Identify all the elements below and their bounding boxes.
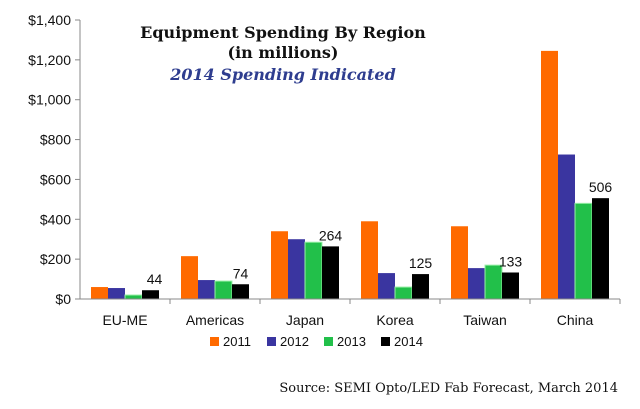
source-note: Source: SEMI Opto/LED Fab Forecast, Marc… — [279, 381, 618, 396]
y-tick-label: $400 — [40, 211, 71, 227]
bar-2012-japan — [288, 239, 305, 299]
data-label-2014-americas: 74 — [233, 265, 249, 281]
data-label-2014-korea: 125 — [409, 255, 433, 271]
y-tick-label: $1,200 — [28, 52, 71, 68]
bar-2012-korea — [378, 273, 395, 299]
bar-2011-taiwan — [451, 226, 468, 299]
bar-2011-korea — [361, 221, 378, 299]
y-tick-label: $600 — [40, 171, 71, 187]
category-label: Japan — [286, 312, 324, 328]
bar-2014-eu-me — [142, 290, 159, 299]
legend-swatch-2014 — [381, 337, 390, 346]
chart-title-line2: (in millions) — [228, 43, 339, 62]
bar-2013-korea — [394, 286, 413, 300]
chart-title: Equipment Spending By Region — [140, 23, 426, 42]
bar-2014-taiwan — [502, 272, 519, 299]
bar-2013-japan — [304, 241, 323, 300]
y-tick-label: $1,000 — [28, 92, 71, 108]
bar-2013-china — [574, 202, 593, 300]
bars — [91, 50, 609, 300]
bar-2012-americas — [198, 280, 215, 299]
legend-label-2012: 2012 — [280, 334, 309, 349]
y-axis-ticks: $0 $200 $400 $600 $800 $1,000 $1,200 $1,400 — [28, 12, 80, 307]
legend-swatch-2012 — [267, 337, 276, 346]
legend-label-2014: 2014 — [394, 334, 423, 349]
bar-2011-japan — [271, 231, 288, 299]
bar-2013-americas — [214, 280, 233, 300]
bar-2011-americas — [181, 256, 198, 299]
data-label-2014-china: 506 — [589, 179, 613, 195]
y-tick-label: $800 — [40, 132, 71, 148]
legend-swatch-2011 — [210, 337, 219, 346]
y-tick-label: $0 — [55, 291, 71, 307]
category-label: EU-ME — [102, 312, 147, 328]
bar-2014-china — [592, 198, 609, 299]
bar-2011-china — [541, 50, 558, 300]
legend: 2011 2012 2013 2014 — [210, 334, 423, 349]
bar-2014-korea — [412, 274, 429, 299]
data-label-2014-taiwan: 133 — [499, 253, 523, 269]
bar-2011-eu-me — [91, 287, 108, 299]
bar-2012-eu-me — [108, 288, 125, 299]
x-axis-categories: EU-ME Americas Japan Korea Taiwan China — [102, 299, 621, 328]
category-label: Americas — [186, 312, 244, 328]
y-tick-label: $1,400 — [28, 12, 71, 28]
data-label-2014-japan: 264 — [319, 227, 343, 243]
category-label: China — [557, 312, 594, 328]
legend-label-2013: 2013 — [337, 334, 366, 349]
legend-label-2011: 2011 — [223, 334, 251, 349]
bar-2012-china — [558, 154, 575, 299]
category-label: Taiwan — [463, 312, 507, 328]
category-label: Korea — [376, 312, 414, 328]
chart-subtitle: 2014 Spending Indicated — [169, 65, 396, 84]
bar-2013-eu-me — [124, 294, 143, 300]
bar-2014-americas — [232, 284, 249, 299]
bar-2014-japan — [322, 246, 339, 299]
y-tick-label: $200 — [40, 251, 71, 267]
legend-swatch-2013 — [324, 337, 333, 346]
bar-2013-taiwan — [484, 264, 503, 300]
data-labels: 44 74 264 125 133 506 — [147, 179, 613, 287]
bar-2012-taiwan — [468, 268, 485, 299]
data-label-2014-eu-me: 44 — [147, 271, 163, 287]
